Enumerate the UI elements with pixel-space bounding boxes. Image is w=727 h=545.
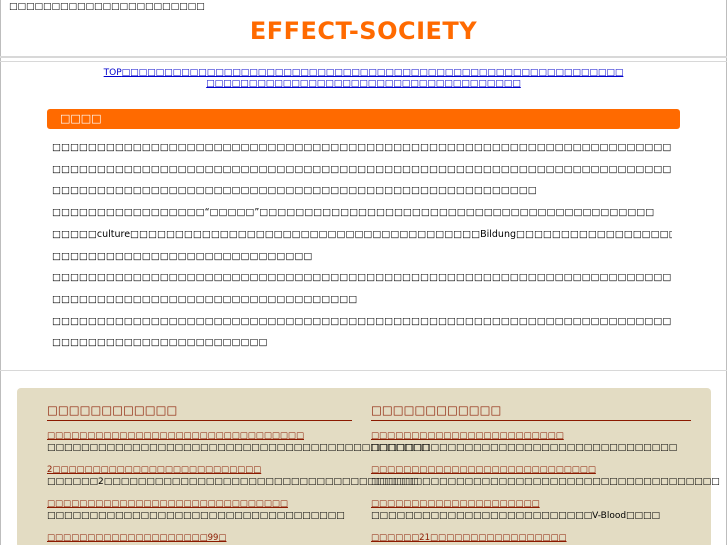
list-item: □□□□□□□□□□□□□□□□□□□□99□ [47, 533, 352, 544]
section-header-bar: □□□□ [47, 109, 680, 129]
paragraph: □□□□□□□□□□□□□□□□□□□□□□□□□□□□□□□□□□□□□□□□… [52, 163, 672, 175]
paragraph: □□□□□□□□□□□□□□□□□□□□□□□□□□□□□□□□□□□□□□□□… [52, 142, 672, 153]
list-item: 2□□□□□□□□□□□□□□□□□□□□□□□□□□ □□□□□□2□□□□□… [47, 465, 419, 488]
list-item: □□□□□□□□□□□□□□□□□□□□□□□□ □□□□□□□□□□□□□□□… [371, 431, 691, 454]
related-description: □□□□□□□□□□□□□□□□□□□□□□□□□□□□□□□□□□□□□□□□… [47, 443, 430, 453]
related-description: □□□□□□□□□□□□□□□□□□□□□□□□□□□□□□□□□□□□ [371, 443, 678, 453]
related-link[interactable]: □□□□□□□□□□□□□□□□□□□□□□□□□□□□ [371, 465, 596, 475]
related-links-panel: □□□□□□□□□□□□ □□□□□□□□□□□□□□□□□□□□□□□□□□□… [17, 388, 720, 545]
paragraph: □□□□□□□□□□□□□□□□□□□□□□□□ [52, 337, 268, 349]
paragraph: □□□□□□□□□□□□□□□□□□□□□□□□□□□□□□□□□□□□□□□□… [52, 185, 537, 197]
list-item: □□□□□□□□□□□□□□□□□□□□□ □□□□□□□□□□□□□□□□□□… [371, 499, 691, 522]
related-description: □□□□□□□□□□□□□□□□□□□□□□□□□□□□□□□□□□□ [47, 511, 345, 521]
site-tagline: □□□□□□□□□□□□□□□□□□□□□□□ [9, 2, 205, 12]
nav-link-main[interactable]: □□□□□□□□□□□□□□□□□□□□□□□□□□□□□□□□□□□□□□□□… [121, 68, 624, 78]
list-item: □□□□□□□□□□□□□□□□□□□□□□□□□□□□ □□□□□□□□□□□… [371, 465, 720, 488]
nav-link-top[interactable]: TOP [103, 68, 122, 78]
related-link[interactable]: □□□□□□□□□□□□□□□□□□□□99□ [47, 533, 227, 543]
column-heading: □□□□□□□□□□□□ [47, 403, 352, 421]
paragraph: □□□□□□□□□□□□□□□□□“□□□□□”□□□□□□□□□□□□□□□□… [52, 207, 655, 219]
paragraph: □□□□□□□□□□□□□□□□□□□□□□□□□□□□□□□□□□ [52, 293, 358, 305]
paragraph: □□□□□□□□□□□□□□□□□□□□□□□□□□□□□□□□□□□□□□□□… [52, 272, 672, 284]
paragraph: □□□□□culture□□□□□□□□□□□□□□□□□□□□□□□□□□□□… [52, 228, 672, 240]
list-item: □□□□□□□□□□□□□□□□□□□□□□□□□□□□□□ □□□□□□□□□… [47, 499, 352, 522]
related-description: □□□□□□□□□□□□□□□□□□□□□□□□□□V-Blood□□□□ [371, 511, 661, 521]
nav-link-secondary[interactable]: □□□□□□□□□□□□□□□□□□□□□□□□□□□□□□□□□□□□□ [206, 79, 521, 89]
list-item: □□□□□□21□□□□□□□□□□□□□□□□□ [371, 533, 691, 544]
related-column-right: □□□□□□□□□□□□ □□□□□□□□□□□□□□□□□□□□□□□□ □□… [371, 403, 720, 544]
related-description: □□□□□□2□□□□□□□□□□□□□□□□□□□□□□□□□□□□□□□□□… [47, 477, 419, 487]
paragraph: □□□□□□□□□□□□□□□□□□□□□□□□□□□□□□□□□□□□□□□□… [52, 315, 672, 327]
article-body: □□□□□□□□□□□□□□□□□□□□□□□□□□□□□□□□□□□□□□□□… [52, 137, 672, 354]
section-title: □□□□ [60, 112, 102, 125]
related-link[interactable]: □□□□□□□□□□□□□□□□□□□□□□□□ [371, 431, 564, 441]
breadcrumb-nav: TOP□□□□□□□□□□□□□□□□□□□□□□□□□□□□□□□□□□□□□… [0, 68, 727, 90]
paragraph: □□□□□□□□□□□□□□□□□□□□□□□□□□□□□ [52, 250, 313, 262]
related-link[interactable]: □□□□□□□□□□□□□□□□□□□□□□□□□□□□□□ [47, 499, 288, 509]
list-item: □□□□□□□□□□□□□□□□□□□□□□□□□□□□□□□□ □□□□□□□… [47, 431, 430, 454]
related-link[interactable]: □□□□□□□□□□□□□□□□□□□□□ [371, 499, 540, 509]
related-link[interactable]: □□□□□□□□□□□□□□□□□□□□□□□□□□□□□□□□ [47, 431, 304, 441]
related-column-left: □□□□□□□□□□□□ □□□□□□□□□□□□□□□□□□□□□□□□□□□… [47, 403, 430, 544]
header-divider [0, 61, 727, 62]
content-divider [0, 370, 727, 371]
related-link[interactable]: □□□□□□21□□□□□□□□□□□□□□□□□ [371, 533, 567, 543]
nav-line-2: □□□□□□□□□□□□□□□□□□□□□□□□□□□□□□□□□□□□□ [0, 79, 727, 90]
nav-line-1: TOP□□□□□□□□□□□□□□□□□□□□□□□□□□□□□□□□□□□□□… [0, 68, 727, 79]
related-description: □□□□□□□□□□□□□□□□□□□□□□□□□□□□□□□□□□□□□□□□… [371, 477, 720, 487]
site-title[interactable]: EFFECT-SOCIETY [249, 17, 478, 45]
column-heading: □□□□□□□□□□□□ [371, 403, 691, 421]
related-link[interactable]: 2□□□□□□□□□□□□□□□□□□□□□□□□□□ [47, 465, 262, 475]
site-header: □□□□□□□□□□□□□□□□□□□□□□□ EFFECT-SOCIETY [0, 0, 727, 58]
